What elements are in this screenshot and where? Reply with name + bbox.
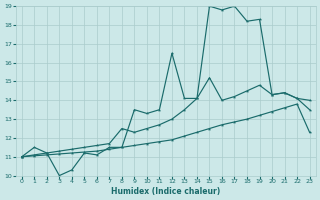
X-axis label: Humidex (Indice chaleur): Humidex (Indice chaleur): [111, 187, 220, 196]
